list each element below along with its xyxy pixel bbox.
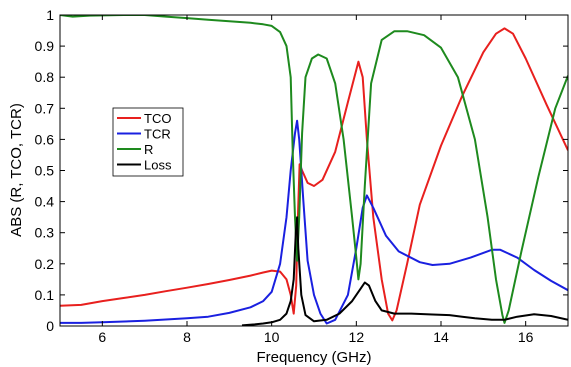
x-tick-label: 6 <box>98 329 106 345</box>
legend-label-r: R <box>144 142 153 157</box>
y-tick-label: 0.1 <box>35 287 55 303</box>
x-tick-label: 16 <box>518 329 534 345</box>
series-line-loss <box>241 216 568 326</box>
y-tick-label: 0.3 <box>35 225 55 241</box>
y-axis-ticks: 0 0.1 0.2 0.3 0.4 0.5 0.6 0.7 0.8 0.9 1 <box>35 7 568 334</box>
y-tick-label: 0.7 <box>35 100 55 116</box>
y-tick-label: 0.8 <box>35 69 55 85</box>
series-line-r <box>60 15 568 324</box>
series-line-tco <box>60 27 568 322</box>
x-axis-ticks: 6 8 10 12 14 16 <box>98 15 534 345</box>
series-layer <box>60 15 568 326</box>
legend-label-tcr: TCR <box>144 127 171 142</box>
y-tick-label: 0.6 <box>35 131 55 147</box>
y-tick-label: 0 <box>46 318 54 334</box>
y-tick-label: 1 <box>46 7 54 23</box>
y-tick-label: 0.2 <box>35 256 55 272</box>
x-axis-label: Frequency (GHz) <box>256 349 371 366</box>
y-tick-label: 0.5 <box>35 163 55 179</box>
series-line-tcr <box>60 119 568 325</box>
x-tick-label: 14 <box>433 329 449 345</box>
y-axis-label: ABS (R, TCO, TCR) <box>8 103 25 237</box>
x-tick-label: 12 <box>349 329 365 345</box>
x-tick-label: 8 <box>183 329 191 345</box>
y-tick-label: 0.4 <box>35 194 55 210</box>
y-tick-label: 0.9 <box>35 38 55 54</box>
x-tick-label: 10 <box>264 329 280 345</box>
legend-label-tco: TCO <box>144 111 171 126</box>
legend-label-loss: Loss <box>144 158 172 173</box>
